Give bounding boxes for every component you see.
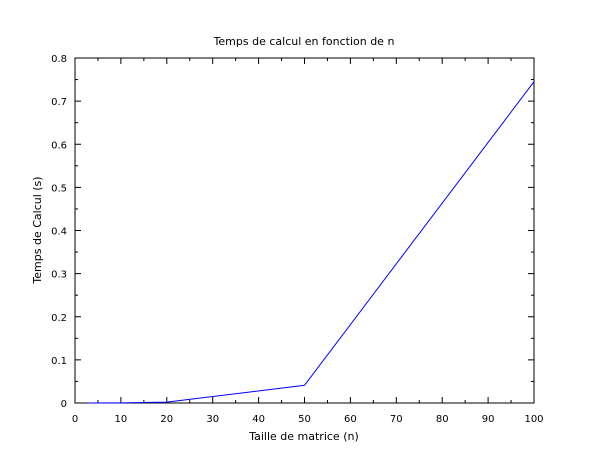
y-tick-label: 0.6 bbox=[51, 140, 67, 151]
x-tick-label: 90 bbox=[482, 414, 495, 425]
x-tick-label: 10 bbox=[115, 414, 128, 425]
y-tick-label: 0.7 bbox=[51, 97, 67, 108]
x-axis-label: Taille de matrice (n) bbox=[248, 430, 359, 443]
chart-title: Temps de calcul en fonction de n bbox=[213, 35, 395, 48]
x-tick-label: 100 bbox=[524, 414, 543, 425]
y-axis: 0 0.1 0.2 0.3 0.4 0.5 0.6 0.7 0.8 bbox=[51, 54, 534, 410]
y-tick-label: 0.2 bbox=[51, 313, 67, 324]
series-line bbox=[88, 81, 535, 404]
y-tick-label: 0 bbox=[61, 399, 67, 410]
y-tick-label: 0.1 bbox=[51, 356, 67, 367]
x-tick-label: 70 bbox=[390, 414, 403, 425]
plot-area bbox=[74, 57, 535, 404]
x-tick-label: 50 bbox=[298, 414, 311, 425]
x-tick-label: 30 bbox=[206, 414, 219, 425]
y-tick-label: 0.8 bbox=[51, 54, 67, 65]
plot-frame bbox=[74, 57, 535, 404]
x-tick-label: 20 bbox=[160, 414, 173, 425]
series-layer bbox=[88, 81, 535, 404]
x-tick-label: 60 bbox=[344, 414, 357, 425]
y-tick-label: 0.5 bbox=[51, 183, 67, 194]
y-tick-label: 0.3 bbox=[51, 270, 67, 281]
x-tick-label: 80 bbox=[436, 414, 449, 425]
y-axis-label: Temps de Calcul (s) bbox=[31, 176, 44, 284]
x-axis: 0 10 20 30 40 50 60 70 80 90 100 bbox=[72, 58, 544, 425]
y-tick-label: 0.4 bbox=[51, 227, 67, 238]
x-tick-label: 0 bbox=[72, 414, 78, 425]
x-tick-label: 40 bbox=[252, 414, 265, 425]
